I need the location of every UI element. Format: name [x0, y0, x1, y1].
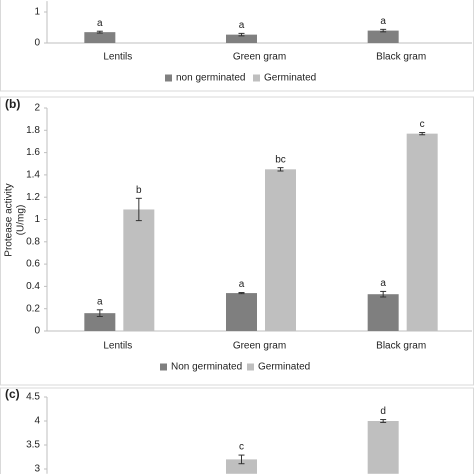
x-tick-label: Lentils [103, 341, 132, 352]
y-tick-label: 4 [34, 416, 40, 427]
bar [226, 293, 257, 331]
significance-letter: a [97, 296, 103, 307]
y-tick-label: 2 [34, 103, 40, 114]
error-bar [277, 167, 284, 172]
error-bar [96, 309, 103, 318]
y-tick-label: 0 [34, 326, 40, 337]
y-tick-label: 1.2 [26, 192, 40, 203]
significance-letter: a [239, 279, 245, 290]
significance-letter: a [380, 278, 386, 289]
error-bar [135, 197, 142, 222]
x-tick-label: Black gram [376, 341, 426, 352]
legend-label: Non germinated [171, 362, 242, 373]
bar [123, 209, 155, 331]
y-tick-label: 3 [34, 464, 40, 474]
x-tick-label: Black gram [376, 52, 426, 63]
bar [84, 32, 116, 43]
bar [367, 421, 399, 474]
y-tick-label: 0.2 [26, 303, 40, 314]
legend-swatch [253, 74, 260, 82]
y-tick-label: 0.8 [26, 236, 40, 247]
y-axis-label: (U/mg) [16, 205, 27, 236]
y-tick-label: 0.6 [26, 259, 40, 270]
bar [226, 459, 257, 474]
legend-swatch [160, 363, 167, 371]
y-tick-label: 1 [34, 7, 40, 18]
panel-label: (b) [5, 97, 20, 111]
significance-letter: bc [275, 154, 286, 165]
significance-letter: b [136, 185, 142, 196]
legend-swatch [247, 363, 254, 371]
error-bar [380, 290, 387, 298]
x-tick-label: Green gram [233, 52, 286, 63]
bar [367, 30, 399, 43]
significance-letter: a [97, 18, 103, 29]
panel-label: (c) [5, 387, 20, 401]
legend-label: Germinated [258, 362, 310, 373]
y-axis-label: Protease activity [4, 183, 15, 256]
significance-letter: c [239, 442, 244, 453]
error-bar [380, 28, 387, 33]
bar [84, 313, 116, 331]
error-bar [238, 454, 245, 465]
y-tick-label: 0 [34, 38, 40, 49]
bar [226, 34, 257, 43]
significance-letter: c [420, 119, 425, 130]
x-tick-label: Lentils [103, 52, 132, 63]
significance-letter: a [380, 16, 386, 27]
y-tick-label: 4.5 [26, 392, 40, 403]
bar [406, 133, 438, 331]
legend-label: Germinated [264, 73, 316, 84]
legend-label: non germinated [176, 73, 246, 84]
legend-swatch [165, 74, 172, 82]
y-tick-label: 0.4 [26, 281, 40, 292]
x-tick-label: Green gram [233, 341, 286, 352]
significance-letter: a [239, 20, 245, 31]
error-bar [380, 419, 387, 423]
error-bar [238, 32, 245, 37]
y-tick-label: 1.6 [26, 147, 40, 158]
y-tick-label: 1 [34, 214, 40, 225]
error-bar [419, 132, 426, 136]
y-tick-label: 3.5 [26, 440, 40, 451]
significance-letter: d [380, 406, 386, 417]
error-bar [238, 292, 245, 295]
bar [367, 294, 399, 331]
y-tick-label: 1.8 [26, 125, 40, 136]
error-bar [96, 30, 103, 34]
y-tick-label: 1.4 [26, 170, 40, 181]
bar [265, 169, 296, 331]
